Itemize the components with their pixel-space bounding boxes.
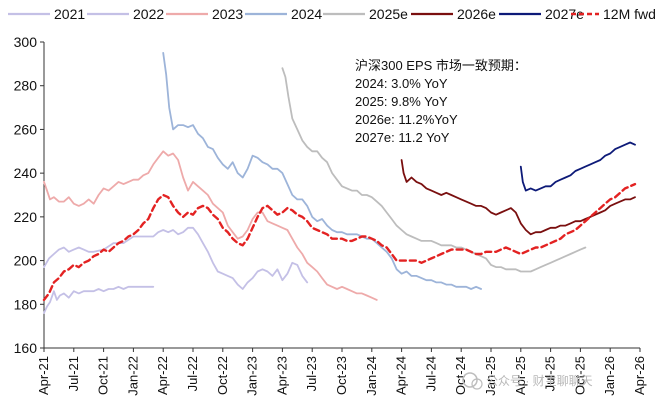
legend-label-2022: 2022 (133, 6, 164, 22)
series-line-12m-fwd-eps (42, 182, 637, 302)
annotation-line-2: 2024: 3.0% YoY (355, 76, 448, 91)
x-tick-label: Oct-23 (334, 356, 349, 395)
x-tick-label: Jan-22 (125, 356, 140, 396)
legend-label-2023: 2023 (212, 6, 243, 22)
series-line-2021 (43, 285, 155, 314)
x-tick-label: Jan-23 (245, 356, 260, 396)
series-line-2023 (43, 150, 378, 301)
legend-label-2025e: 2025e (369, 6, 408, 22)
x-tick-label: Apr-26 (632, 356, 647, 395)
legend: 2021 2022 2023 2024 2025e 2026e 2027e 12M fwd E… (8, 6, 660, 22)
series-line-2024 (162, 52, 482, 290)
x-tick-label: Jan-24 (364, 356, 379, 396)
series-line-2027e (519, 141, 636, 192)
y-tick-label: 200 (14, 253, 38, 269)
x-tick-label: Oct-25 (572, 356, 587, 395)
x-tick-label: Apr-24 (394, 356, 409, 395)
x-tick-label: Jul-22 (185, 356, 200, 391)
series-line-2026e (400, 159, 636, 236)
annotation-line-1: 沪深300 EPS 市场一致预期： (355, 58, 527, 73)
x-tick-label: Jul-23 (304, 356, 319, 391)
legend-label-2027e: 2027e (545, 6, 584, 22)
watermark: 公众号 · 财主聊聊天 (462, 372, 593, 390)
x-tick-label: Apr-21 (36, 356, 51, 395)
legend-label-12m-fwd-eps: 12M fwd EPS (603, 6, 660, 22)
annotation-box: 沪深300 EPS 市场一致预期： 2024: 3.0% YoY 2025: 9… (355, 58, 527, 145)
axes: 160 180 200 220 240 260 280 300 Apr-21 Jul-21 Oct-… (14, 34, 647, 396)
y-tick-label: 160 (14, 340, 38, 356)
x-tick-label: Oct-22 (215, 356, 230, 395)
x-tick-label: Jul-21 (66, 356, 81, 391)
series-lines (42, 52, 637, 314)
x-tick-label: Oct-24 (453, 356, 468, 395)
legend-label-2026e: 2026e (457, 6, 496, 22)
y-tick-label: 180 (14, 296, 38, 312)
wechat-icon (462, 372, 478, 388)
series-line-2022 (43, 226, 309, 290)
legend-label-2024: 2024 (291, 6, 322, 22)
x-tick-label: Apr-25 (513, 356, 528, 395)
x-tick-label: Jul-24 (423, 356, 438, 391)
x-tick-label: Jan-25 (483, 356, 498, 396)
legend-label-2021: 2021 (54, 6, 85, 22)
x-tick-label: Oct-21 (96, 356, 111, 395)
y-tick-label: 300 (14, 34, 38, 50)
x-tick-label: Apr-23 (274, 356, 289, 395)
x-tick-label: Apr-22 (155, 356, 170, 395)
y-tick-label: 280 (14, 78, 38, 94)
y-tick-label: 220 (14, 209, 38, 225)
annotation-line-4: 2026e: 11.2%YoY (355, 112, 458, 127)
x-tick-label: Jan-26 (602, 356, 617, 396)
y-tick-label: 260 (14, 121, 38, 137)
y-tick-label: 240 (14, 165, 38, 181)
annotation-line-5: 2027e: 11.2 YoY (355, 130, 450, 145)
wechat-icon-secondary (471, 378, 483, 390)
x-tick-label: Jul-25 (543, 356, 558, 391)
annotation-line-3: 2025: 9.8% YoY (355, 94, 448, 109)
watermark-text: 公众号 · 财主聊聊天 (486, 374, 593, 388)
series-line-2025e (281, 67, 587, 273)
